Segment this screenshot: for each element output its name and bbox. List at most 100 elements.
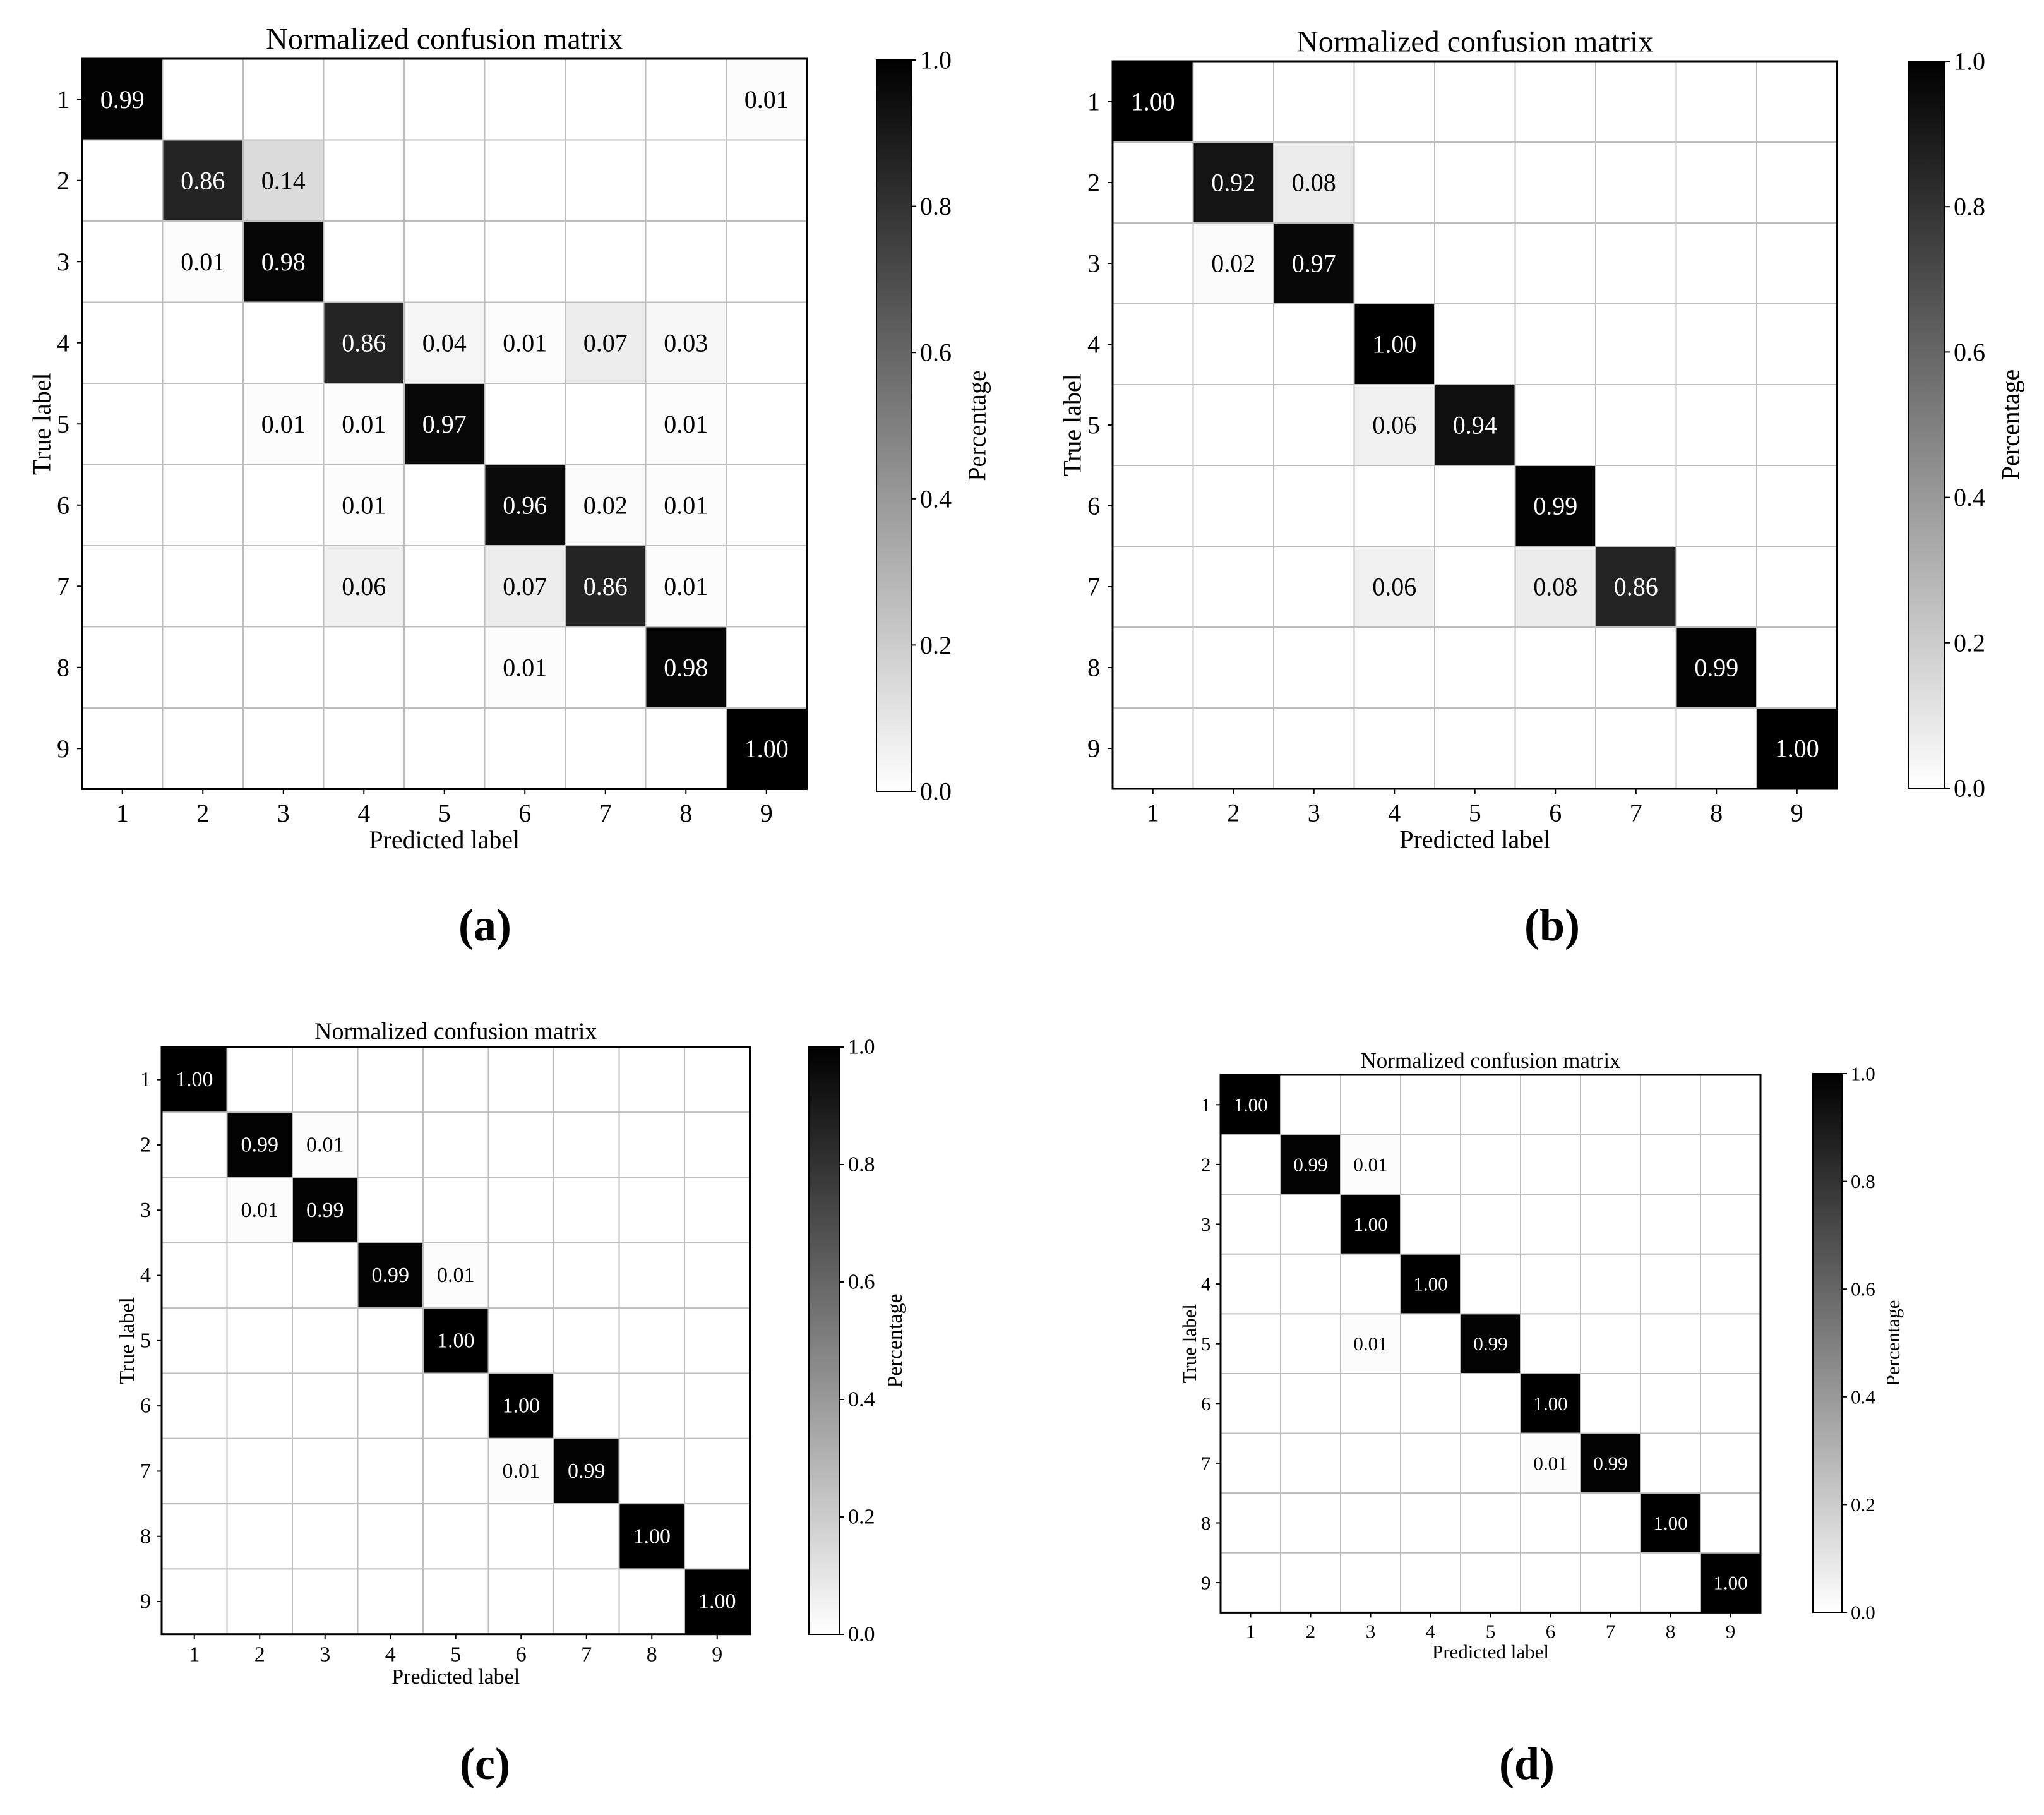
heatmap-cell: [1340, 1253, 1401, 1315]
y-tick-label: 7: [57, 572, 69, 601]
chart-title: Normalized confusion matrix: [1360, 1048, 1621, 1073]
cell-value-label: 0.01: [1353, 1333, 1387, 1355]
heatmap-cell: [1640, 1253, 1701, 1315]
x-tick-label: 3: [1308, 799, 1320, 827]
heatmap-cell: [1595, 141, 1677, 224]
heatmap-cell: [1220, 1253, 1281, 1315]
heatmap-cell: [403, 383, 486, 465]
heatmap-cell: [618, 1568, 685, 1635]
heatmap-cell: [422, 1111, 489, 1178]
colorbar: [1908, 61, 1945, 789]
heatmap-cell: [1580, 1373, 1641, 1434]
heatmap-cell: [1700, 1552, 1761, 1614]
y-tick-label: 1: [140, 1068, 151, 1091]
heatmap-cell: [1192, 384, 1274, 466]
heatmap-cell: [357, 1307, 424, 1374]
heatmap-cell: [1756, 141, 1838, 224]
y-tick-label: 5: [1087, 411, 1100, 440]
cell-value-label: 0.97: [1292, 249, 1336, 278]
y-axis-label: True label: [116, 1297, 139, 1384]
heatmap-cell: [684, 1372, 751, 1439]
heatmap-cell: [1460, 1194, 1521, 1255]
heatmap-cell: [1514, 626, 1596, 709]
colorbar-label: Percentage: [963, 370, 991, 481]
heatmap-cell: [1756, 626, 1838, 709]
x-tick-label: 5: [450, 1643, 461, 1667]
x-tick-label: 8: [1666, 1620, 1676, 1642]
y-tick-label: 1: [1087, 88, 1100, 116]
heatmap-cell: [403, 139, 486, 222]
heatmap-cell: [1640, 1313, 1701, 1374]
cell-value-label: 1.00: [1653, 1512, 1687, 1534]
x-tick-label: 4: [1426, 1620, 1436, 1642]
heatmap-cell: [81, 301, 164, 384]
heatmap-cell: [162, 464, 244, 546]
x-axis-label: Predicted label: [1399, 825, 1550, 854]
heatmap-cell: [1340, 1074, 1401, 1135]
heatmap-cell: [1700, 1313, 1761, 1374]
heatmap-cell: [1340, 1552, 1401, 1614]
cell-value-label: 0.08: [1292, 169, 1336, 197]
heatmap-cell: [1675, 626, 1757, 709]
heatmap-cell: [1273, 626, 1355, 709]
heatmap-cell: [1700, 1253, 1761, 1315]
heatmap-cell: [1280, 1194, 1341, 1255]
colorbar-tick-label: 0.2: [920, 631, 952, 659]
x-tick-label: 5: [1469, 799, 1481, 827]
y-tick-label: 5: [1201, 1333, 1211, 1355]
heatmap-cell: [1580, 1253, 1641, 1315]
heatmap-cell: [565, 220, 647, 303]
heatmap-cell: [1675, 222, 1757, 304]
heatmap-cell: [1595, 222, 1677, 304]
heatmap-cell: [1273, 465, 1355, 547]
heatmap-cell: [1460, 1253, 1521, 1315]
x-tick-label: 8: [1710, 799, 1723, 827]
heatmap-cell: [1700, 1492, 1761, 1554]
x-tick-label: 4: [1388, 799, 1401, 827]
y-tick-label: 9: [1201, 1572, 1211, 1594]
heatmap-cell: [1514, 141, 1596, 224]
heatmap-cell: [1273, 141, 1355, 224]
heatmap-cell: [645, 464, 727, 546]
heatmap-cell: [726, 545, 808, 628]
heatmap-cell: [618, 1307, 685, 1374]
heatmap-cell: [1460, 1492, 1521, 1554]
heatmap-cell: [226, 1046, 293, 1113]
cell-value-label: 0.01: [342, 491, 386, 519]
heatmap-cell: [422, 1568, 489, 1635]
cell-value-label: 0.92: [1211, 169, 1255, 197]
heatmap-cell: [484, 545, 566, 628]
heatmap-cell: [484, 464, 566, 546]
heatmap-cell: [1434, 384, 1516, 466]
heatmap-cell: [226, 1307, 293, 1374]
heatmap-cell: [1520, 1492, 1581, 1554]
heatmap-cell: [1580, 1074, 1641, 1135]
y-tick-label: 5: [140, 1329, 151, 1352]
chart-title: Normalized confusion matrix: [266, 22, 623, 56]
heatmap-cell: [1756, 222, 1838, 304]
heatmap-cell: [645, 139, 727, 222]
colorbar: [1812, 1073, 1843, 1613]
y-tick-label: 8: [140, 1524, 151, 1548]
heatmap-cell: [242, 464, 325, 546]
heatmap-cell: [553, 1503, 620, 1570]
cell-value-label: 0.01: [306, 1133, 344, 1156]
heatmap-cell: [242, 301, 325, 384]
heatmap-cell: [1580, 1134, 1641, 1195]
cell-value-label: 0.99: [568, 1459, 606, 1483]
heatmap-cell: [487, 1307, 554, 1374]
cell-value-label: 0.97: [422, 410, 467, 438]
heatmap-cell: [1675, 546, 1757, 628]
heatmap-cell: [1353, 546, 1435, 628]
heatmap-cell: [422, 1307, 489, 1374]
heatmap-cell: [1640, 1552, 1701, 1614]
heatmap-cell: [292, 1177, 359, 1243]
heatmap-cell: [403, 545, 486, 628]
cell-value-label: 1.00: [744, 734, 789, 763]
heatmap-cell: [1280, 1552, 1341, 1614]
heatmap-cell: [645, 707, 727, 790]
heatmap-cell: [1400, 1432, 1461, 1494]
heatmap-cell: [1220, 1313, 1281, 1374]
heatmap-cell: [1353, 222, 1435, 304]
heatmap-cell: [1756, 546, 1838, 628]
